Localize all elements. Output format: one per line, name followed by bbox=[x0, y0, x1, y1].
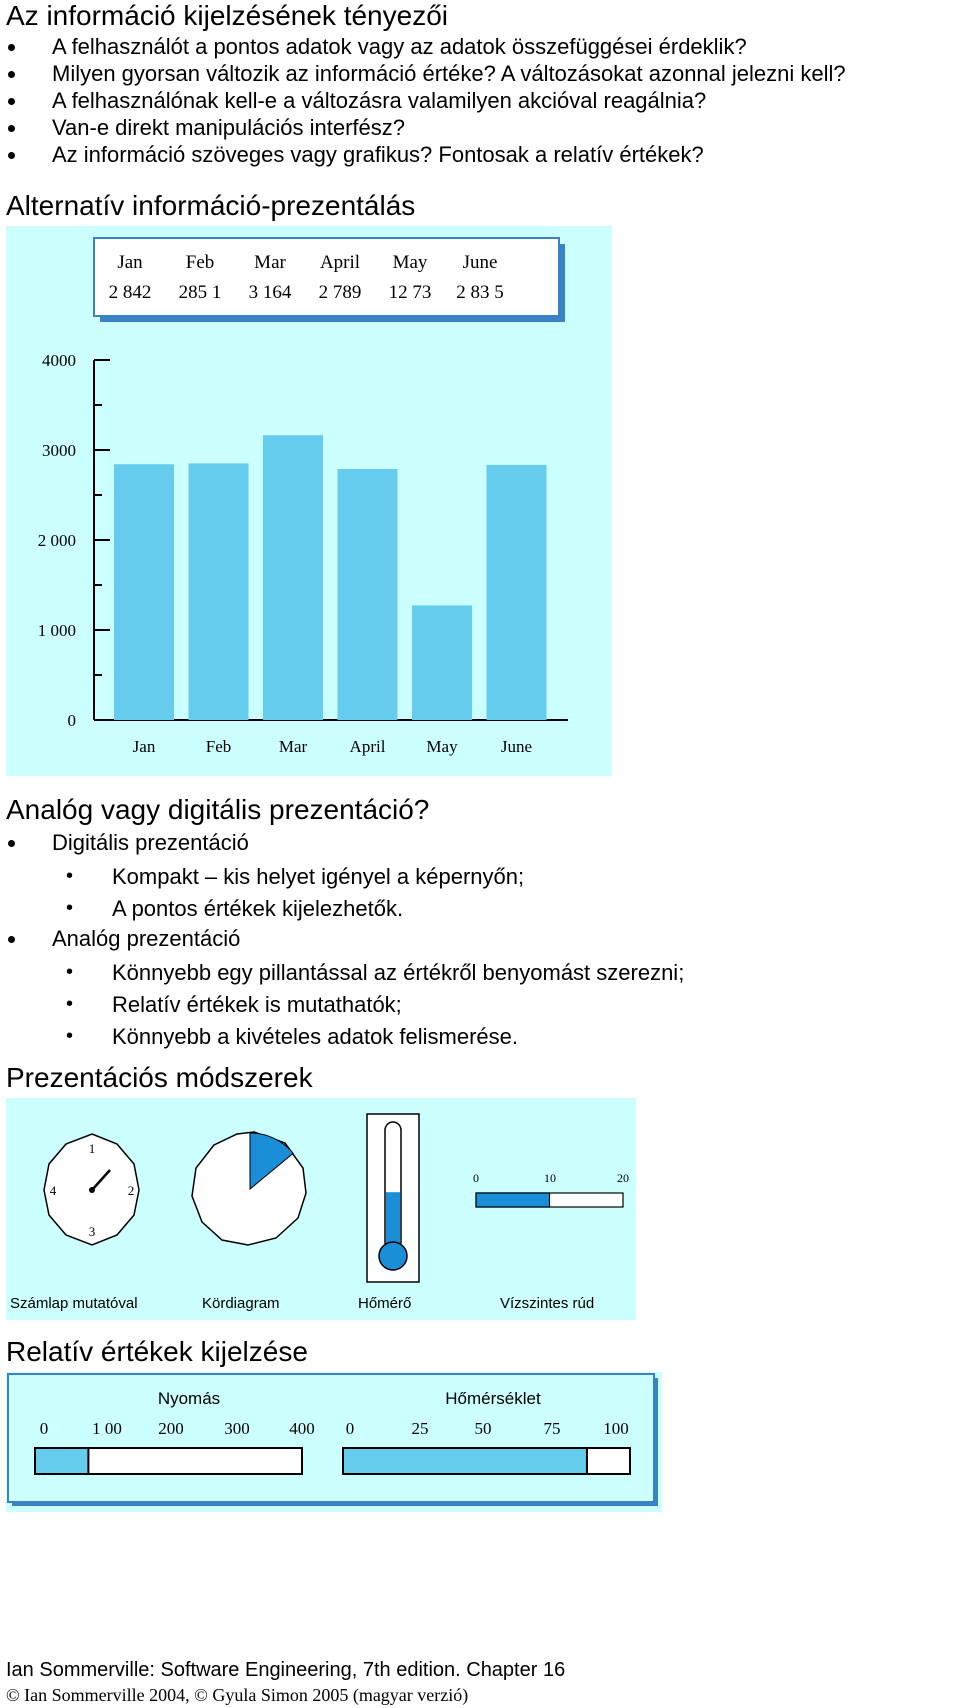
table-value-mar: 3 164 bbox=[249, 282, 292, 303]
table-value-may: 12 73 bbox=[389, 282, 432, 303]
hbar-tick-20: 20 bbox=[617, 1171, 629, 1185]
section-title-alternative: Alternatív információ-prezentálás bbox=[6, 190, 416, 221]
hbar-fill bbox=[475, 1192, 551, 1208]
pressure-tick-400: 400 bbox=[289, 1419, 315, 1438]
thermo-caption: Hőmérő bbox=[358, 1295, 411, 1312]
methods-figure: 1 2 3 4 Számlap mutatóval Kördiagram Hőm… bbox=[6, 1098, 636, 1320]
temperature-tick-25: 25 bbox=[412, 1419, 429, 1438]
footer-citation: Ian Sommerville: Software Engineering, 7… bbox=[6, 1659, 566, 1681]
pressure-label: Nyomás bbox=[158, 1389, 220, 1408]
table-value-jan: 2 842 bbox=[109, 282, 152, 303]
bullet-digital-item-2: A pontos értékek kijelezhetők. bbox=[66, 895, 403, 922]
table-header-jan: Jan bbox=[117, 252, 143, 273]
dial-caption: Számlap mutatóval bbox=[10, 1295, 138, 1312]
pressure-fill bbox=[34, 1447, 90, 1475]
bullet-factor-2: Milyen gyorsan változik az információ ér… bbox=[8, 61, 846, 86]
table-value-april: 2 789 bbox=[319, 282, 362, 303]
footer-copyright: © Ian Sommerville 2004, © Gyula Simon 20… bbox=[6, 1685, 469, 1705]
pressure-tick-100: 1 00 bbox=[92, 1419, 122, 1438]
bar-may bbox=[412, 605, 472, 720]
dial-needle bbox=[91, 1169, 111, 1191]
hbar-caption: Vízszintes rúd bbox=[500, 1295, 594, 1312]
bullet-digital: Digitális prezentáció bbox=[8, 830, 249, 855]
pressure-tick-200: 200 bbox=[158, 1419, 184, 1438]
bar-mar bbox=[263, 435, 323, 720]
y-tick-label: 4000 bbox=[42, 351, 76, 370]
y-tick-label: 3000 bbox=[42, 441, 76, 460]
temperature-fill bbox=[342, 1447, 588, 1475]
bar-june bbox=[486, 464, 547, 720]
relative-figure-svg: Nyomás 0 1 00 200 300 400 Hőmérséklet 0 … bbox=[7, 1373, 658, 1506]
y-tick-label: 2 000 bbox=[38, 531, 76, 550]
dial-number-3: 3 bbox=[89, 1224, 96, 1239]
pie-slice bbox=[249, 1132, 294, 1191]
temperature-tick-50: 50 bbox=[475, 1419, 492, 1438]
dial-number-2: 2 bbox=[128, 1183, 135, 1198]
pressure-tick-0: 0 bbox=[40, 1419, 49, 1438]
x-tick-label: Feb bbox=[206, 737, 232, 756]
dial-number-1: 1 bbox=[89, 1141, 96, 1156]
bullet-digital-item-1: Kompakt – kis helyet igényel a képernyőn… bbox=[66, 863, 524, 890]
bullet-analog-item-1: Könnyebb egy pillantással az értékről be… bbox=[66, 959, 684, 986]
pressure-tick-300: 300 bbox=[224, 1419, 250, 1438]
y-tick-label: 1 000 bbox=[38, 621, 76, 640]
pie-caption: Kördiagram bbox=[202, 1295, 280, 1312]
bullet-factor-5: Az információ szöveges vagy grafikus? Fo… bbox=[8, 142, 704, 167]
x-tick-label: June bbox=[501, 737, 532, 756]
bullet-factor-4: Van-e direkt manipulációs interfész? bbox=[8, 115, 405, 140]
x-tick-label: April bbox=[350, 737, 386, 756]
x-tick-label: May bbox=[426, 737, 458, 756]
table-header-feb: Feb bbox=[186, 252, 215, 273]
hbar-tick-10: 10 bbox=[544, 1171, 556, 1185]
table-value-feb: 285 1 bbox=[179, 282, 222, 303]
x-tick-label: Jan bbox=[133, 737, 156, 756]
bar-april bbox=[337, 468, 398, 720]
temperature-tick-100: 100 bbox=[603, 1419, 629, 1438]
section-title-factors: Az információ kijelzésének tényezői bbox=[6, 0, 448, 31]
y-tick-label: 0 bbox=[68, 711, 77, 730]
bullet-analog-item-3: Könnyebb a kivételes adatok felismerése. bbox=[66, 1023, 518, 1050]
temperature-tick-0: 0 bbox=[346, 1419, 355, 1438]
data-table bbox=[93, 237, 560, 317]
section-title-methods: Prezentációs módszerek bbox=[6, 1062, 313, 1093]
bullet-factor-1: A felhasználót a pontos adatok vagy az a… bbox=[8, 34, 747, 59]
bar-chart: 0 1 000 2 000 3000 4000 Jan Feb Mar April May June bbox=[38, 351, 568, 756]
section-title-analog-digital: Analóg vagy digitális prezentáció? bbox=[6, 794, 430, 825]
table-value-june: 2 83 5 bbox=[456, 282, 504, 303]
thermometer-fill bbox=[386, 1192, 400, 1252]
alternative-figure: Jan 2 842 Feb 285 1 Mar 3 164 April 2 789 May 12 … bbox=[6, 226, 612, 776]
relative-panel bbox=[7, 1373, 655, 1503]
table-header-may: May bbox=[393, 252, 428, 273]
bar-jan bbox=[114, 464, 174, 720]
bullet-analog: Analóg prezentáció bbox=[7, 926, 241, 951]
dial-number-4: 4 bbox=[50, 1183, 57, 1198]
relative-figure: Nyomás 0 1 00 200 300 400 Hőmérséklet 0 … bbox=[6, 1372, 662, 1512]
table-header-april: April bbox=[320, 252, 360, 273]
bar-feb bbox=[188, 463, 249, 720]
dial-center bbox=[89, 1187, 95, 1193]
methods-figure-svg: 1 2 3 4 Számlap mutatóval Kördiagram Hőm… bbox=[10, 1113, 629, 1312]
alternative-figure-svg: Jan 2 842 Feb 285 1 Mar 3 164 April 2 789 May 12 … bbox=[38, 237, 568, 756]
bullet-factor-3: A felhasználónak kell-e a változásra val… bbox=[7, 88, 707, 113]
table-header-june: June bbox=[463, 252, 498, 273]
temperature-tick-75: 75 bbox=[544, 1419, 561, 1438]
hbar-tick-0: 0 bbox=[473, 1171, 479, 1185]
thermometer-icon bbox=[378, 1241, 408, 1271]
x-tick-label: Mar bbox=[279, 737, 308, 756]
bullet-analog-item-2: Relatív értékek is mutathatók; bbox=[66, 991, 402, 1018]
section-title-relative: Relatív értékek kijelzése bbox=[6, 1336, 308, 1367]
temperature-label: Hőmérséklet bbox=[445, 1389, 541, 1408]
table-header-mar: Mar bbox=[254, 252, 286, 273]
